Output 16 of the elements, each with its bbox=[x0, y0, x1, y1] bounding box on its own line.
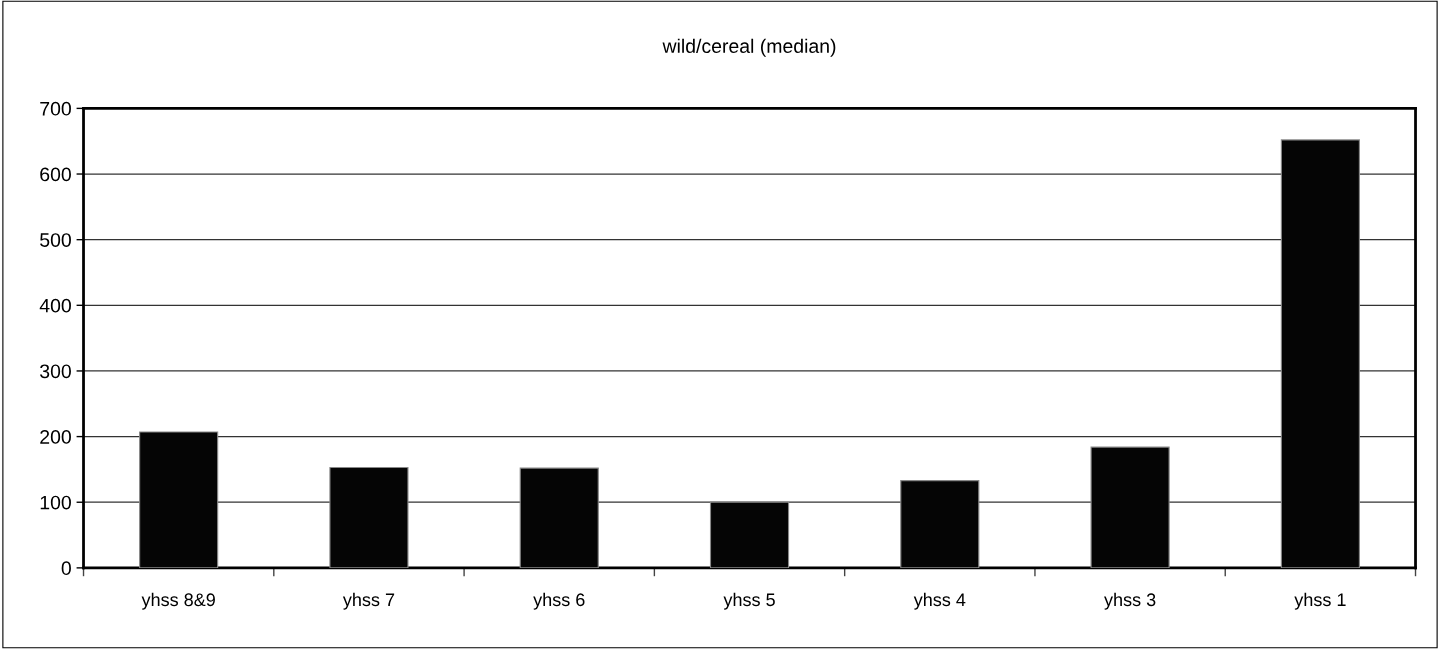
x-tick-label: yhss 1 bbox=[1294, 592, 1346, 610]
x-tick-label: yhss 4 bbox=[913, 592, 966, 610]
chart-title: wild/cereal (median) bbox=[662, 38, 836, 57]
y-tick-label: 200 bbox=[40, 430, 71, 444]
y-tick-label: 400 bbox=[39, 298, 71, 313]
y-tick-label: 100 bbox=[40, 495, 71, 510]
x-tick-label: yhss 8&9 bbox=[141, 592, 215, 610]
x-tick-label: yhss 7 bbox=[342, 592, 395, 610]
x-tick-label: yhss 6 bbox=[533, 592, 585, 610]
x-tick-label: yhss 3 bbox=[1104, 592, 1156, 610]
x-tick-label: yhss 5 bbox=[723, 592, 775, 610]
y-tick-label: 500 bbox=[40, 233, 71, 247]
y-tick-label: 300 bbox=[40, 364, 71, 379]
y-tick-label: 700 bbox=[40, 101, 71, 116]
y-tick-label: 0 bbox=[61, 561, 71, 576]
y-tick-label: 600 bbox=[40, 167, 71, 182]
